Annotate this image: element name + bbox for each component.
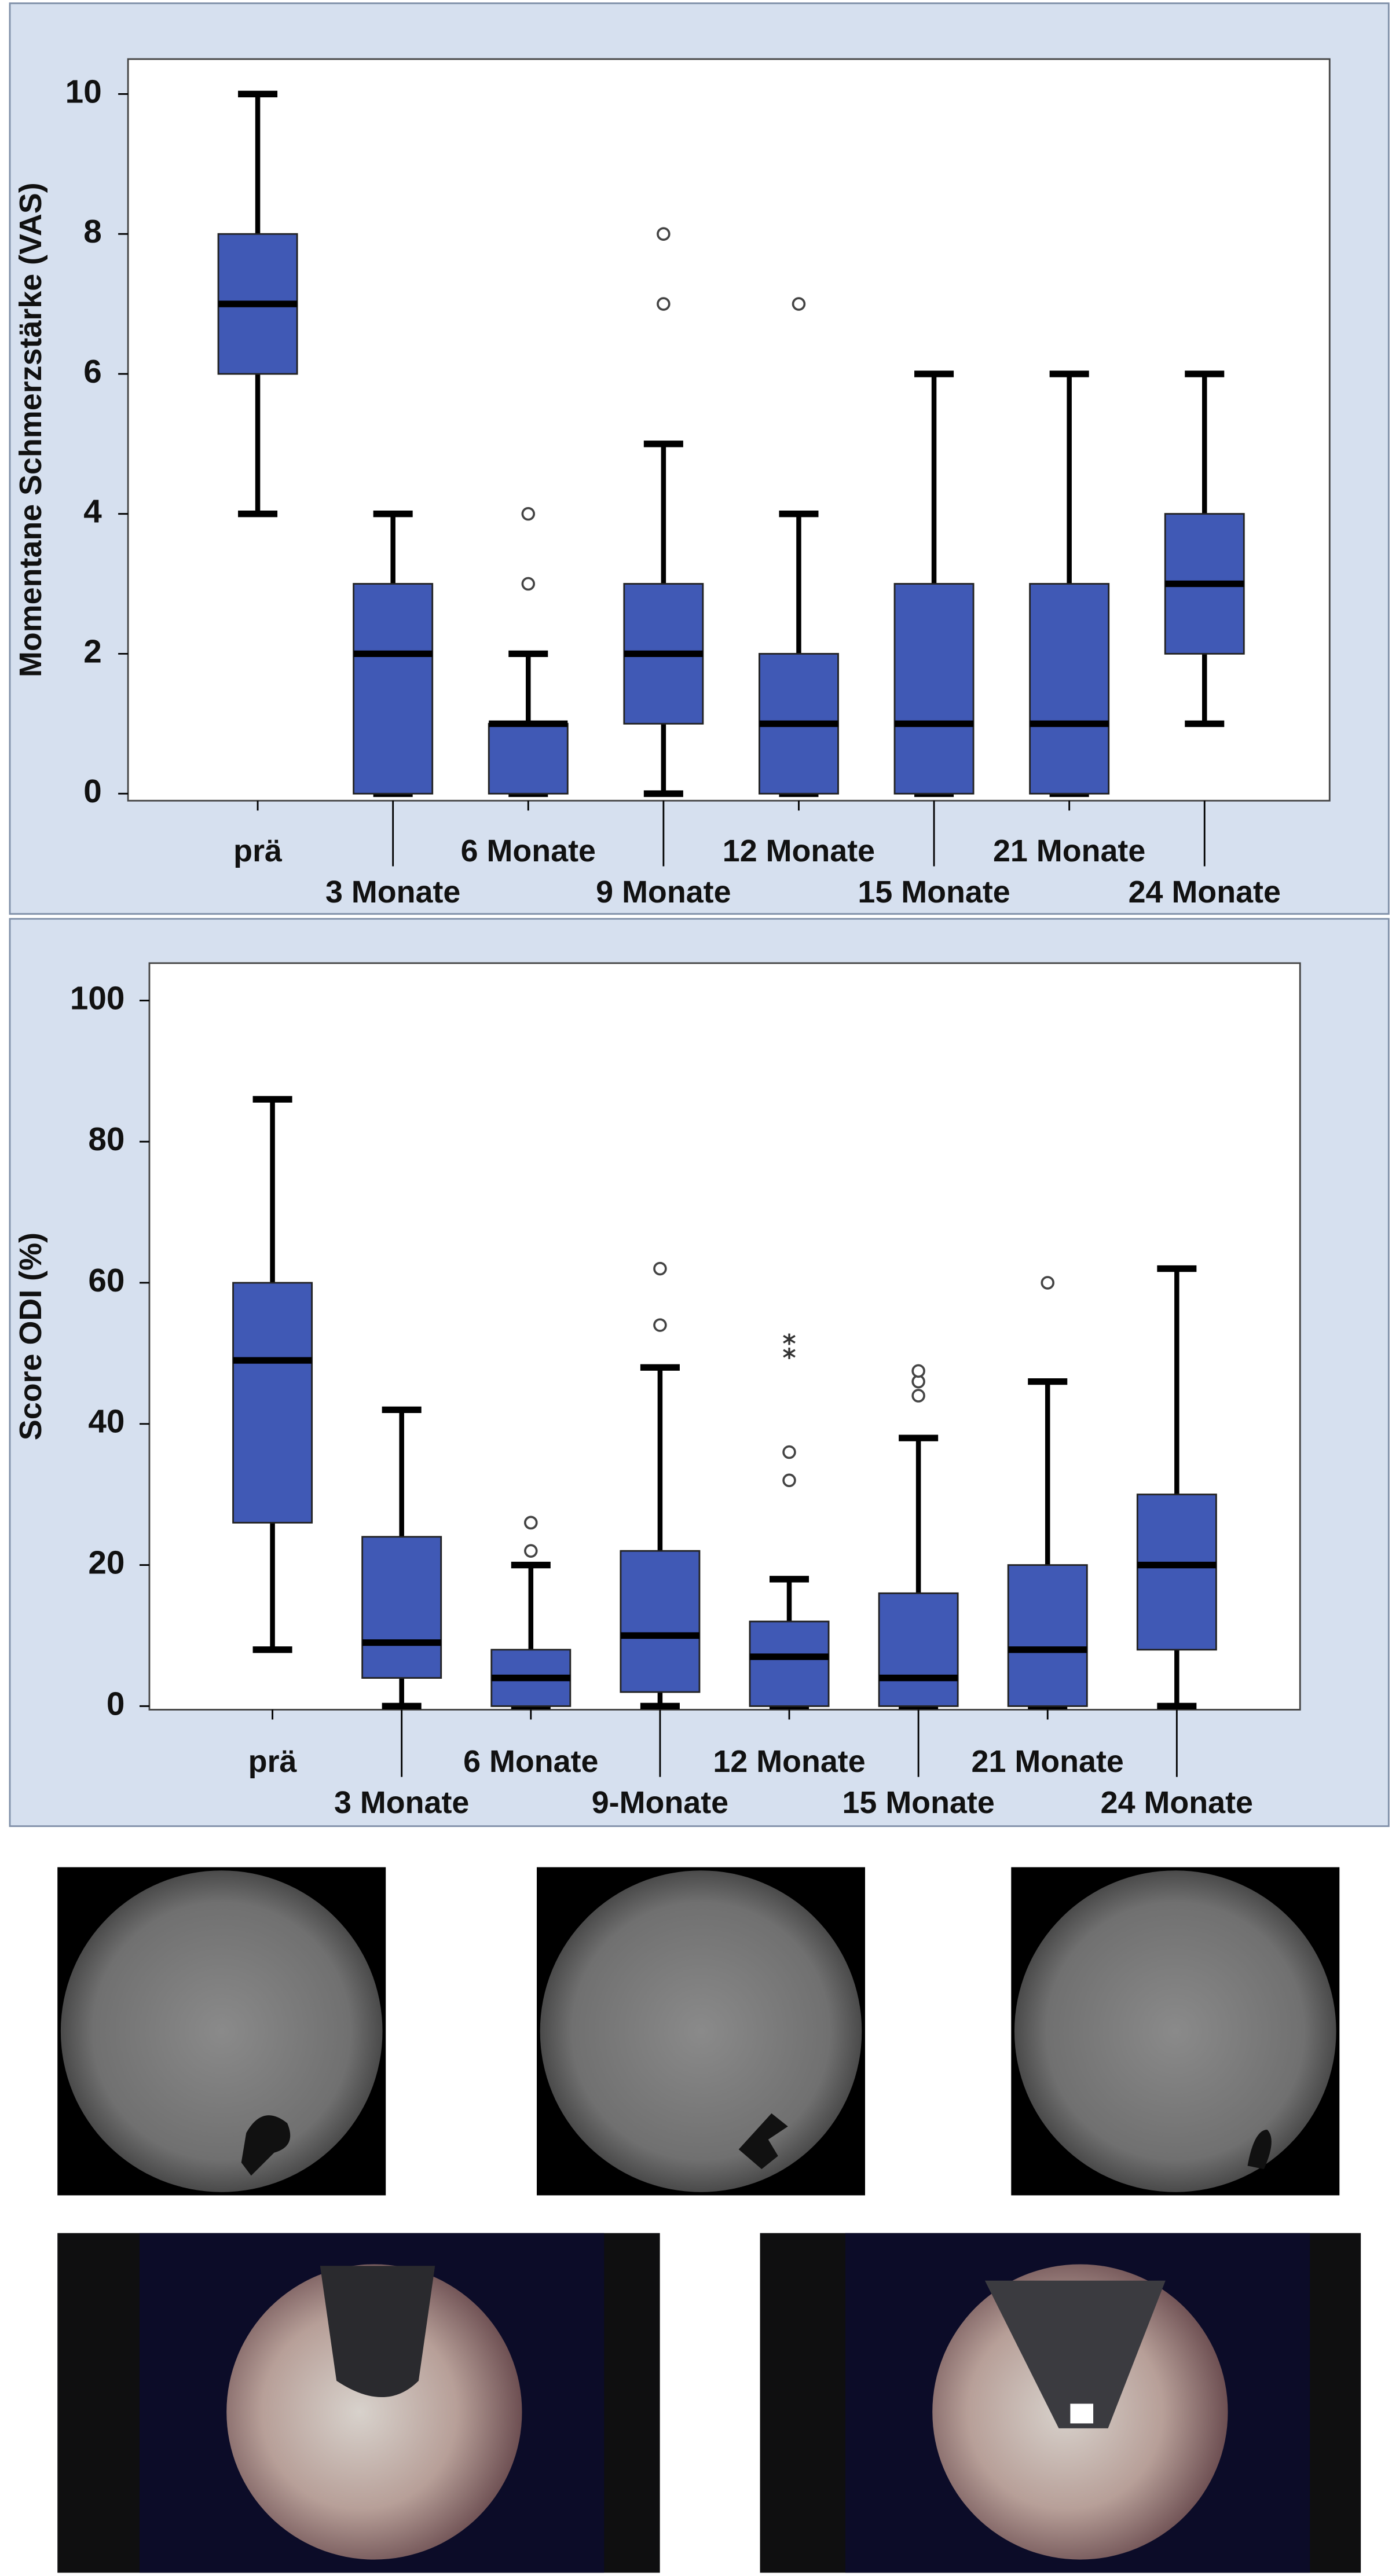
endoscopy-images (57, 2233, 1361, 2573)
y-tick-label: 40 (88, 1404, 124, 1440)
x-tick-label: 12 Monate (713, 1744, 865, 1779)
box (749, 1620, 830, 1707)
outlier (521, 577, 536, 591)
box (620, 1550, 701, 1693)
box (1029, 583, 1110, 795)
box (361, 1536, 442, 1679)
outlier (653, 1318, 667, 1332)
extreme (783, 1347, 796, 1359)
plot-area (127, 58, 1331, 802)
y-axis-title: Momentane Schmerzstärke (VAS) (13, 182, 48, 677)
y-tick-label: 0 (83, 773, 102, 810)
outlier (782, 1445, 796, 1459)
outlier (657, 227, 671, 241)
y-tick-label: 100 (70, 980, 125, 1017)
x-tick-label: 6 Monate (463, 1744, 598, 1779)
outlier (911, 1364, 925, 1378)
outlier (792, 297, 806, 311)
x-tick-label: 21 Monate (993, 834, 1145, 868)
outlier (911, 1389, 925, 1403)
outlier (782, 1473, 796, 1488)
outlier (521, 507, 536, 521)
x-tick-label: 3 Monate (325, 875, 460, 909)
x-tick-label: 3 Monate (334, 1785, 469, 1820)
y-tick-label: 0 (107, 1686, 125, 1722)
x-tick-label: 12 Monate (723, 834, 875, 868)
box (232, 1282, 313, 1524)
x-tick-label: 6 Monate (461, 834, 596, 868)
box (878, 1592, 959, 1707)
x-tick-label: 9 Monate (596, 875, 731, 909)
box (893, 583, 975, 795)
y-tick-label: 6 (83, 354, 102, 390)
y-tick-label: 80 (88, 1121, 124, 1158)
y-tick-label: 4 (83, 494, 102, 530)
outlier (657, 297, 671, 311)
box (488, 722, 569, 795)
y-tick-label: 60 (88, 1263, 124, 1299)
x-tick-label: 15 Monate (858, 875, 1010, 909)
x-tick-label: 15 Monate (842, 1785, 994, 1820)
x-tick-label: prä (248, 1744, 298, 1779)
outlier (653, 1261, 667, 1276)
extreme (783, 1333, 796, 1345)
plot-area (148, 962, 1301, 1711)
outlier (1041, 1276, 1055, 1290)
y-tick-label: 2 (83, 633, 102, 670)
x-tick-label: 24 Monate (1101, 1785, 1253, 1820)
x-tick-label: prä (233, 834, 283, 868)
box (1136, 1494, 1217, 1651)
x-tick-label: 24 Monate (1129, 875, 1281, 909)
y-axis-title: Score ODI (%) (13, 1232, 48, 1440)
outlier (524, 1515, 538, 1530)
box (353, 583, 434, 795)
fluoroscopy-images (57, 1867, 1340, 2196)
outlier (524, 1544, 538, 1558)
y-tick-label: 10 (65, 74, 102, 110)
x-tick-label: 21 Monate (972, 1744, 1124, 1779)
box (1007, 1564, 1088, 1707)
y-tick-label: 8 (83, 214, 102, 250)
x-tick-label: 9-Monate (592, 1785, 728, 1820)
y-tick-label: 20 (88, 1545, 124, 1581)
